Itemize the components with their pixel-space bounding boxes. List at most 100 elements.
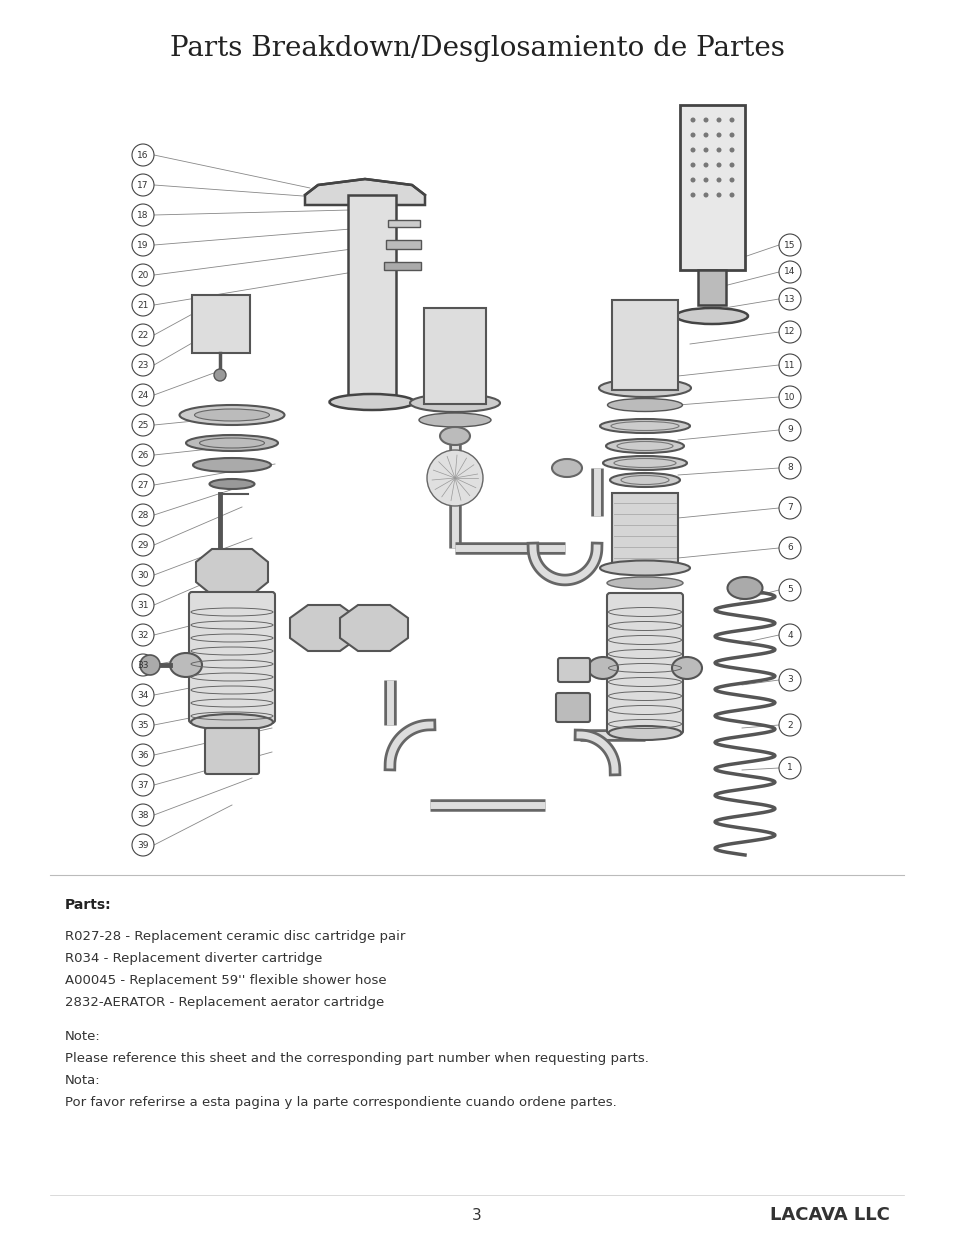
- Text: 38: 38: [137, 810, 149, 820]
- Circle shape: [132, 354, 153, 375]
- Polygon shape: [339, 605, 408, 651]
- Text: 3: 3: [786, 676, 792, 684]
- Text: 21: 21: [137, 300, 149, 310]
- Text: Parts:: Parts:: [65, 898, 112, 911]
- Circle shape: [132, 445, 153, 466]
- Text: 34: 34: [137, 690, 149, 699]
- Text: Note:: Note:: [65, 1030, 101, 1044]
- Text: 36: 36: [137, 751, 149, 760]
- Circle shape: [779, 457, 801, 479]
- Circle shape: [779, 537, 801, 559]
- Circle shape: [702, 117, 708, 122]
- Ellipse shape: [329, 394, 414, 410]
- Text: R034 - Replacement diverter cartridge: R034 - Replacement diverter cartridge: [65, 952, 322, 965]
- Ellipse shape: [607, 399, 681, 411]
- Text: R027-28 - Replacement ceramic disc cartridge pair: R027-28 - Replacement ceramic disc cartr…: [65, 930, 405, 944]
- Circle shape: [729, 163, 734, 168]
- Circle shape: [132, 655, 153, 676]
- Text: 19: 19: [137, 241, 149, 249]
- Circle shape: [716, 132, 720, 137]
- Ellipse shape: [727, 577, 761, 599]
- Circle shape: [140, 655, 160, 676]
- Text: 13: 13: [783, 294, 795, 304]
- Circle shape: [779, 669, 801, 692]
- Text: 29: 29: [137, 541, 149, 550]
- Circle shape: [690, 193, 695, 198]
- Circle shape: [132, 384, 153, 406]
- Text: 24: 24: [137, 390, 149, 399]
- Circle shape: [132, 264, 153, 287]
- Text: 39: 39: [137, 841, 149, 850]
- Circle shape: [690, 163, 695, 168]
- Ellipse shape: [193, 458, 271, 472]
- FancyBboxPatch shape: [348, 195, 395, 400]
- Circle shape: [779, 757, 801, 779]
- Circle shape: [716, 193, 720, 198]
- Ellipse shape: [439, 427, 470, 445]
- Text: 22: 22: [137, 331, 149, 340]
- Ellipse shape: [194, 409, 269, 421]
- Circle shape: [132, 564, 153, 585]
- Ellipse shape: [609, 473, 679, 487]
- Text: 30: 30: [137, 571, 149, 579]
- Circle shape: [132, 774, 153, 797]
- Polygon shape: [290, 605, 357, 651]
- Ellipse shape: [676, 308, 747, 324]
- Text: 37: 37: [137, 781, 149, 789]
- FancyBboxPatch shape: [612, 493, 678, 564]
- Circle shape: [132, 174, 153, 196]
- Circle shape: [132, 743, 153, 766]
- Circle shape: [690, 147, 695, 152]
- FancyBboxPatch shape: [189, 592, 274, 722]
- Ellipse shape: [598, 379, 690, 396]
- Text: 15: 15: [783, 241, 795, 249]
- FancyBboxPatch shape: [558, 658, 589, 682]
- Text: 26: 26: [137, 451, 149, 459]
- Circle shape: [132, 684, 153, 706]
- Circle shape: [213, 369, 226, 382]
- Ellipse shape: [608, 726, 680, 740]
- Circle shape: [132, 233, 153, 256]
- Ellipse shape: [599, 419, 689, 433]
- Circle shape: [702, 178, 708, 183]
- Circle shape: [132, 534, 153, 556]
- Polygon shape: [195, 550, 268, 595]
- Text: 9: 9: [786, 426, 792, 435]
- Circle shape: [132, 414, 153, 436]
- Circle shape: [779, 387, 801, 408]
- Circle shape: [132, 594, 153, 616]
- Text: 2832-AERATOR - Replacement aerator cartridge: 2832-AERATOR - Replacement aerator cartr…: [65, 995, 384, 1009]
- Ellipse shape: [210, 479, 254, 489]
- FancyBboxPatch shape: [556, 693, 589, 722]
- Circle shape: [702, 132, 708, 137]
- Circle shape: [729, 147, 734, 152]
- Circle shape: [690, 117, 695, 122]
- Circle shape: [729, 178, 734, 183]
- Circle shape: [702, 147, 708, 152]
- Ellipse shape: [605, 438, 683, 453]
- Ellipse shape: [170, 653, 202, 677]
- Text: Parts Breakdown/Desglosamiento de Partes: Parts Breakdown/Desglosamiento de Partes: [170, 35, 783, 62]
- Ellipse shape: [410, 394, 499, 412]
- Circle shape: [702, 163, 708, 168]
- Text: 27: 27: [137, 480, 149, 489]
- Text: A00045 - Replacement 59'' flexible shower hose: A00045 - Replacement 59'' flexible showe…: [65, 974, 386, 987]
- Text: 4: 4: [786, 631, 792, 640]
- Circle shape: [132, 324, 153, 346]
- Circle shape: [702, 193, 708, 198]
- Text: 10: 10: [783, 393, 795, 401]
- Text: 11: 11: [783, 361, 795, 369]
- Text: 6: 6: [786, 543, 792, 552]
- Ellipse shape: [671, 657, 701, 679]
- Circle shape: [779, 579, 801, 601]
- Text: 8: 8: [786, 463, 792, 473]
- Polygon shape: [305, 179, 424, 205]
- Text: 18: 18: [137, 210, 149, 220]
- Circle shape: [132, 204, 153, 226]
- Circle shape: [690, 178, 695, 183]
- Circle shape: [132, 804, 153, 826]
- Circle shape: [690, 132, 695, 137]
- Text: 5: 5: [786, 585, 792, 594]
- Text: Nota:: Nota:: [65, 1074, 100, 1087]
- Text: 17: 17: [137, 180, 149, 189]
